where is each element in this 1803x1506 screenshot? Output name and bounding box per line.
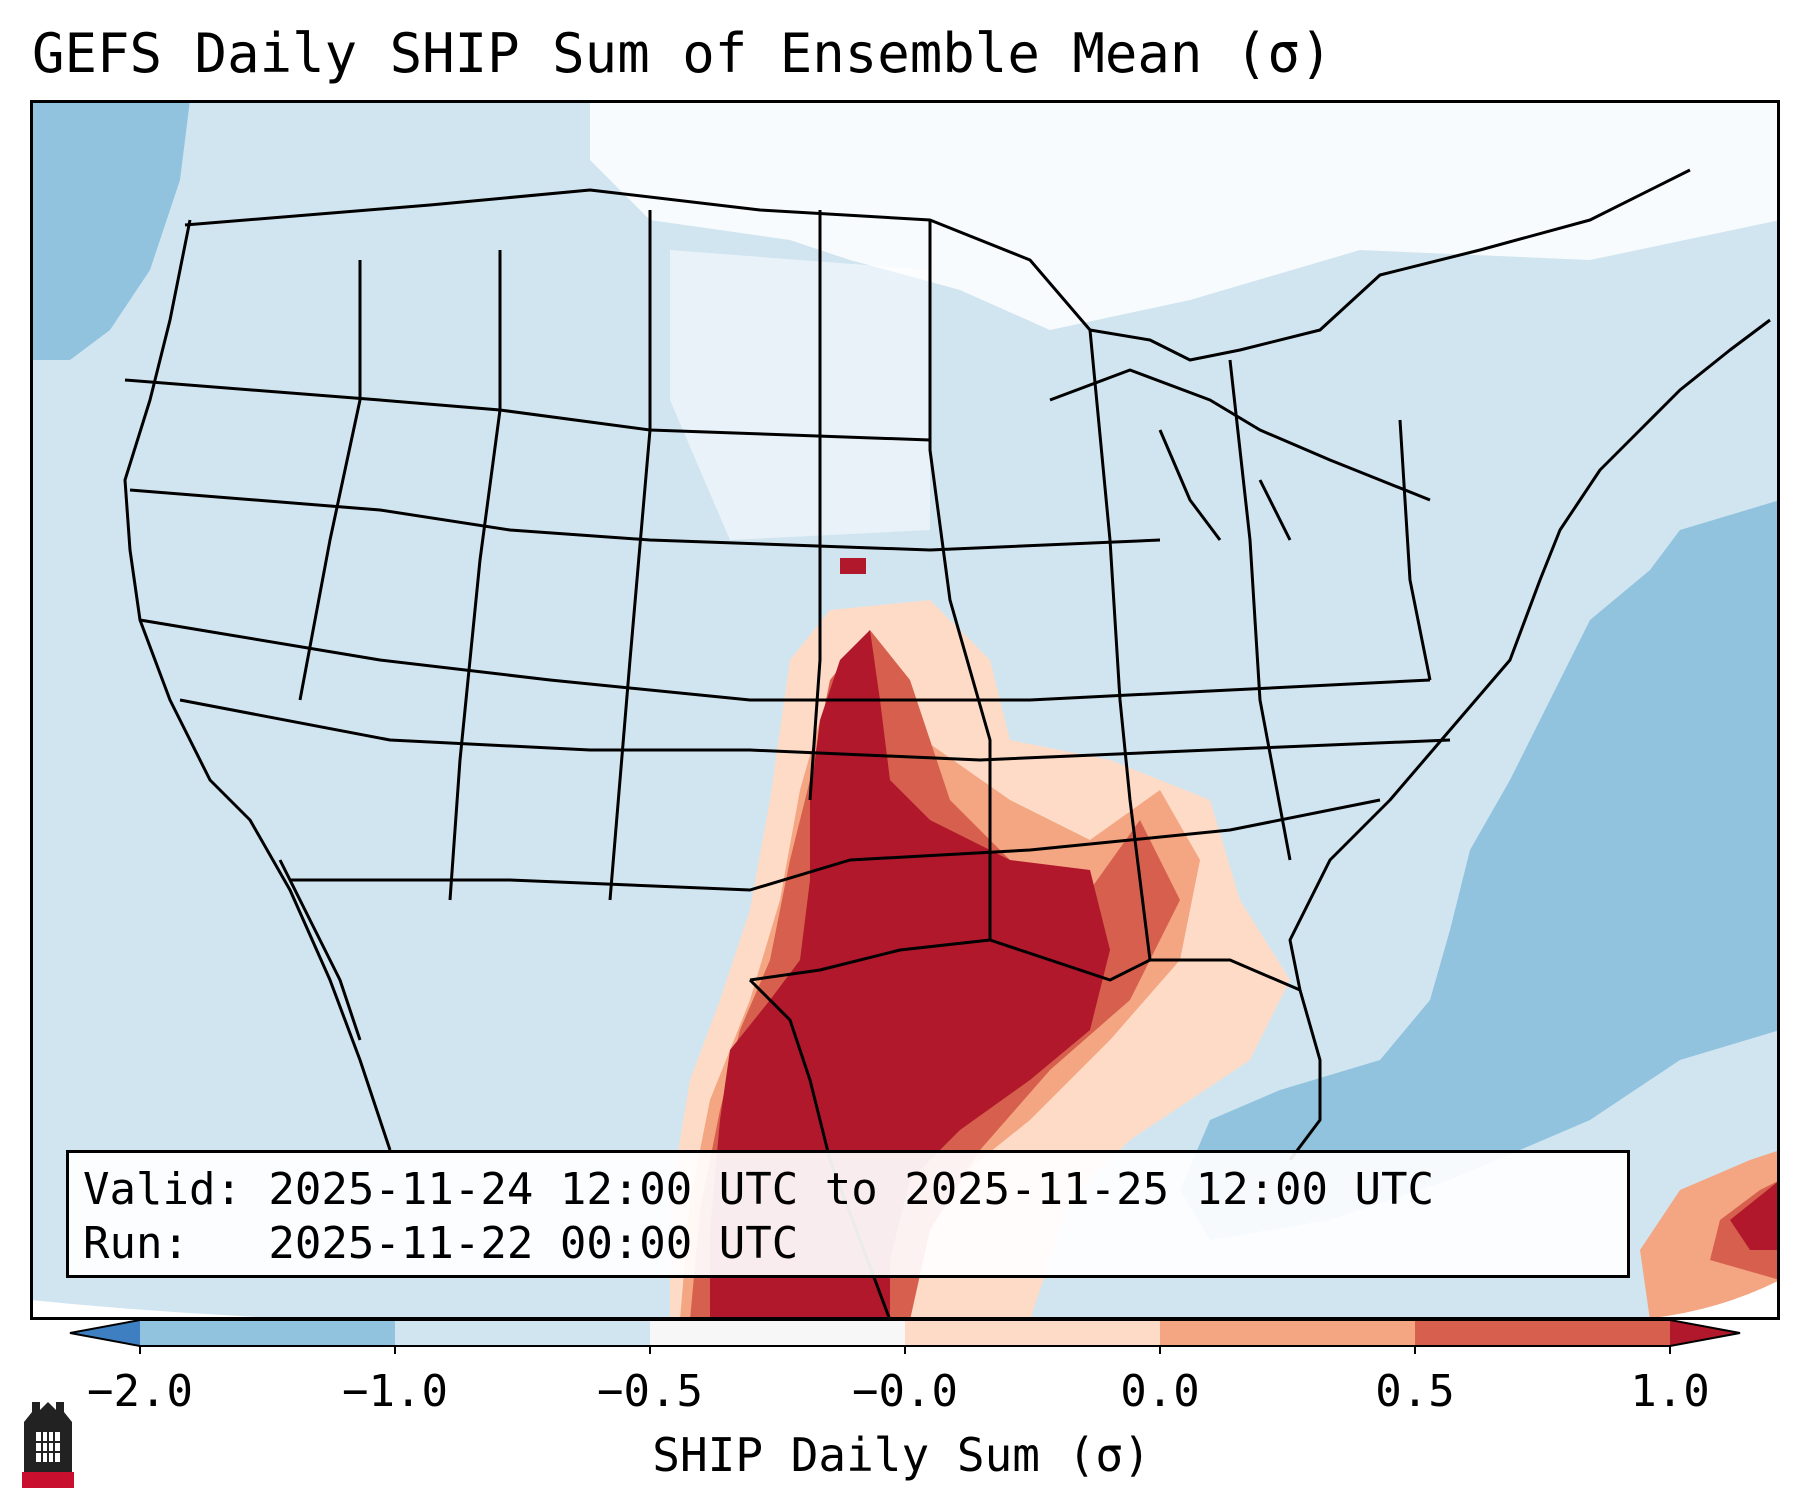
projection-corner-right: [1630, 1280, 1780, 1320]
state-line: [928, 220, 992, 940]
atlantic-ocean-shade: [1180, 500, 1780, 1240]
coastlines-borders: [123, 168, 1771, 1320]
colorbar-tick-label: −0.5: [597, 1366, 703, 1417]
east-coast: [1288, 318, 1771, 991]
state-line: [1088, 329, 1152, 961]
niu-logo-icon: [22, 1402, 74, 1488]
state-line: [290, 798, 1381, 892]
valid-time-text: Valid: 2025-11-24 12:00 UTC to 2025-11-2…: [83, 1164, 1435, 1215]
colorbar-tick-label: −1.0: [342, 1366, 448, 1417]
plains-white-patches: [670, 250, 930, 540]
state-line: [608, 210, 652, 901]
figure-title: GEFS Daily SHIP Sum of Ensemble Mean (σ): [32, 22, 1333, 85]
west-coast: [123, 219, 392, 1151]
state-line: [808, 210, 822, 801]
colorbar-segment: [1415, 1320, 1671, 1346]
map-panel: [30, 100, 1780, 1320]
colorbar-tick-label: 0.5: [1375, 1366, 1455, 1417]
us-canada-border: [184, 168, 1691, 362]
nebraska-anomaly-cell: [840, 558, 866, 574]
run-time-text: Run: 2025-11-22 00:00 UTC: [83, 1218, 799, 1269]
caribbean-anomaly-high: [1730, 1180, 1780, 1250]
northern-white-patches: [590, 100, 1780, 330]
state-line: [139, 618, 1431, 702]
gulf-coast: [749, 938, 1322, 1161]
pacific-ocean-shade: [30, 100, 190, 360]
colorbar-segment: [395, 1320, 651, 1346]
colorbar-segment: [1160, 1320, 1416, 1346]
colorbar-extend-low: [70, 1320, 140, 1346]
baja-peninsula: [278, 859, 362, 1041]
colorbar-tick-label: −2.0: [87, 1366, 193, 1417]
colorbar-label: SHIP Daily Sum (σ): [652, 1428, 1151, 1482]
anomaly-high: [710, 630, 1110, 1320]
caribbean-anomaly-low: [1640, 1150, 1780, 1320]
colorbar-tick-label: 0.0: [1120, 1366, 1200, 1417]
colorbar-extend-high: [1670, 1320, 1740, 1346]
state-line: [298, 260, 362, 701]
colorbar-segment: [140, 1320, 396, 1346]
valid-run-box: Valid: 2025-11-24 12:00 UTC to 2025-11-2…: [66, 1150, 1630, 1278]
colorbar-tick-label: −0.0: [852, 1366, 958, 1417]
state-line: [1398, 419, 1432, 681]
state-line: [448, 250, 502, 901]
projection-corner: [30, 1300, 630, 1320]
state-line: [1228, 359, 1292, 861]
great-lakes: [1049, 368, 1431, 541]
state-line: [179, 698, 1451, 762]
colorbar-segment: [905, 1320, 1161, 1346]
map-frame: [30, 100, 1780, 1320]
colorbar: [69, 1319, 1741, 1354]
colorbar-segment: [650, 1320, 906, 1346]
colorbar-tick-label: 1.0: [1630, 1366, 1710, 1417]
